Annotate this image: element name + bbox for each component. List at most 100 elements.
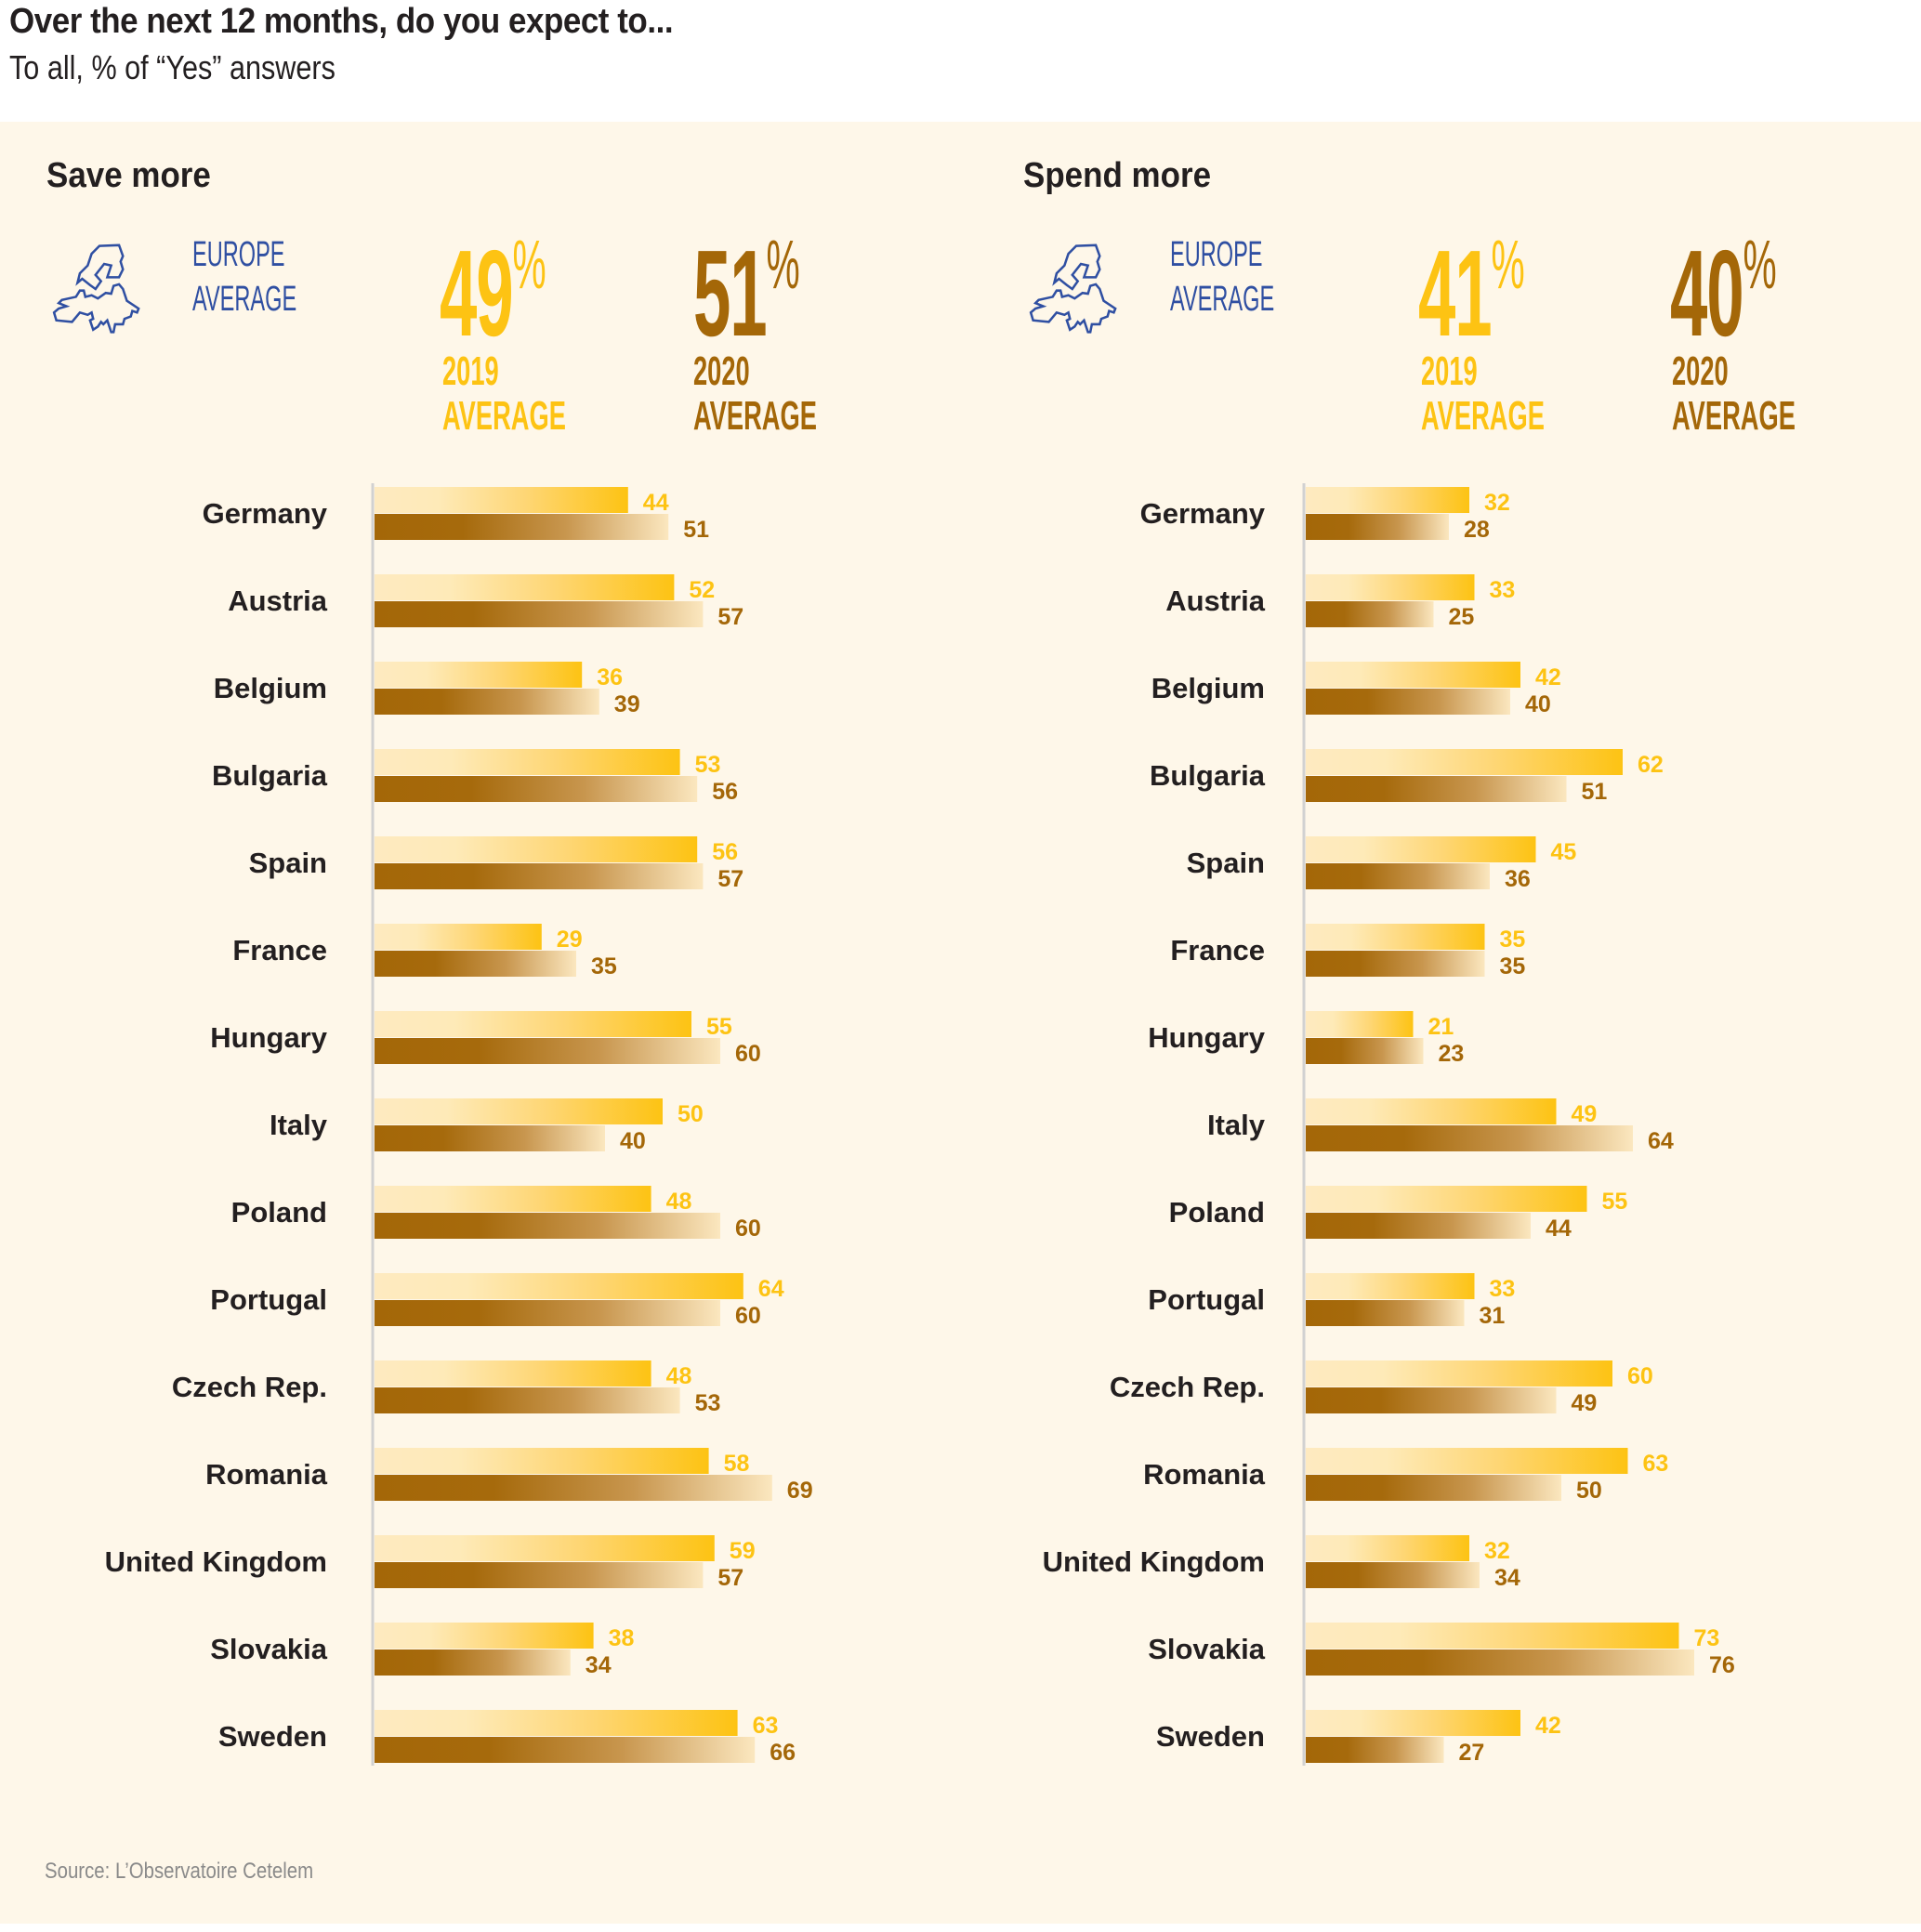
data-label-2020: 35: [591, 953, 617, 979]
bar-2019: [375, 1273, 743, 1299]
category-label: Bulgaria: [1150, 759, 1266, 792]
europe-label-line2: AVERAGE: [192, 280, 297, 319]
bar-2020: [375, 601, 704, 627]
category-label: United Kingdom: [1043, 1545, 1265, 1578]
bar-2020: [1306, 1300, 1465, 1326]
spend-2019-average-number: 41: [1418, 225, 1493, 361]
bar-2019: [1306, 836, 1536, 862]
data-label-2019: 29: [557, 927, 583, 953]
bar-2020: [375, 1475, 772, 1501]
bar-2019: [375, 1011, 691, 1037]
europe-label-line1: EUROPE: [1170, 235, 1263, 274]
bar-2020: [1306, 1737, 1444, 1763]
bar-2019: [375, 1535, 715, 1561]
bar-2019: [1306, 574, 1475, 600]
bar-2020: [1306, 1213, 1531, 1239]
percent-sign: %: [1743, 226, 1777, 303]
bar-2019: [375, 1098, 663, 1124]
data-label-2019: 60: [1627, 1363, 1653, 1389]
avg-word: AVERAGE: [693, 393, 817, 439]
europe-map-icon: [1029, 243, 1117, 334]
category-label: France: [232, 934, 327, 966]
data-label-2019: 64: [758, 1276, 784, 1302]
category-label: Poland: [231, 1196, 327, 1229]
data-label-2020: 44: [1546, 1216, 1572, 1242]
data-label-2020: 64: [1648, 1128, 1674, 1154]
bar-2019: [375, 662, 583, 688]
data-label-2020: 39: [614, 691, 640, 717]
data-label-2020: 57: [717, 866, 743, 892]
category-label: Czech Rep.: [1110, 1371, 1265, 1403]
bar-2020: [375, 1649, 571, 1676]
save-2019-average-value: 49%: [440, 230, 546, 355]
data-label-2019: 45: [1551, 839, 1577, 865]
bar-2020: [375, 1300, 720, 1326]
bar-2020: [375, 1038, 720, 1064]
category-label: Germany: [1140, 497, 1266, 530]
chart-subtitle: To all, % of “Yes” answers: [9, 48, 336, 86]
data-label-2019: 48: [666, 1363, 692, 1389]
bar-2019: [1306, 487, 1469, 513]
data-label-2019: 49: [1572, 1101, 1598, 1127]
data-label-2020: 34: [1494, 1565, 1520, 1591]
category-label: Hungary: [210, 1021, 328, 1054]
data-label-2019: 42: [1535, 1713, 1561, 1739]
bar-2019: [375, 574, 675, 600]
europe-average-label-spend: EUROPE AVERAGE: [1170, 232, 1274, 322]
category-label: Sweden: [1156, 1720, 1265, 1753]
bar-2020: [1306, 863, 1490, 889]
data-label-2020: 51: [683, 517, 709, 543]
bar-2019: [1306, 1273, 1475, 1299]
avg-year: 2019: [442, 348, 499, 394]
data-label-2020: 49: [1572, 1390, 1598, 1416]
category-label: Austria: [228, 585, 328, 617]
bar-2019: [375, 487, 628, 513]
data-label-2019: 73: [1694, 1625, 1720, 1651]
category-label: Spain: [1187, 847, 1265, 879]
spend-2019-average-value: 41%: [1418, 230, 1525, 355]
bar-2020: [375, 1737, 756, 1763]
bar-2019: [1306, 1710, 1520, 1736]
data-label-2019: 36: [597, 664, 623, 690]
category-label: Belgium: [214, 672, 327, 704]
data-label-2019: 56: [712, 839, 738, 865]
save-2020-average-label: 2020 AVERAGE: [693, 349, 817, 439]
data-label-2020: 40: [1525, 691, 1551, 717]
avg-year: 2019: [1421, 348, 1478, 394]
data-label-2019: 63: [1643, 1451, 1669, 1477]
category-label: Italy: [1207, 1109, 1266, 1141]
data-label-2019: 48: [666, 1189, 692, 1215]
data-label-2019: 52: [689, 577, 715, 603]
data-label-2020: 60: [735, 1216, 761, 1242]
data-label-2020: 34: [586, 1652, 612, 1678]
category-label: Austria: [1165, 585, 1266, 617]
bar-2020: [1306, 601, 1434, 627]
category-label: Portugal: [210, 1283, 327, 1316]
category-label: Poland: [1169, 1196, 1265, 1229]
avg-word: AVERAGE: [442, 393, 566, 439]
europe-label-line1: EUROPE: [192, 235, 285, 274]
data-label-2020: 53: [695, 1390, 721, 1416]
bar-2019: [1306, 1098, 1557, 1124]
bar-2019: [375, 924, 542, 950]
category-label: Hungary: [1148, 1021, 1266, 1054]
bar-2019: [1306, 1535, 1469, 1561]
category-label: Czech Rep.: [172, 1371, 327, 1403]
bar-2019: [375, 1186, 651, 1212]
data-label-2020: 57: [717, 1565, 743, 1591]
bar-2020: [375, 776, 698, 802]
data-label-2020: 51: [1582, 779, 1608, 805]
data-label-2019: 63: [753, 1713, 779, 1739]
data-label-2020: 31: [1480, 1303, 1506, 1329]
data-label-2019: 32: [1484, 1538, 1510, 1564]
bar-2019: [375, 1710, 738, 1736]
category-label: Belgium: [1151, 672, 1265, 704]
percent-sign: %: [512, 226, 546, 303]
data-label-2019: 32: [1484, 490, 1510, 516]
data-label-2019: 35: [1500, 927, 1526, 953]
category-label: Slovakia: [1148, 1633, 1266, 1665]
data-label-2020: 35: [1500, 953, 1526, 979]
bar-2019: [1306, 1186, 1587, 1212]
avg-year: 2020: [1672, 348, 1729, 394]
